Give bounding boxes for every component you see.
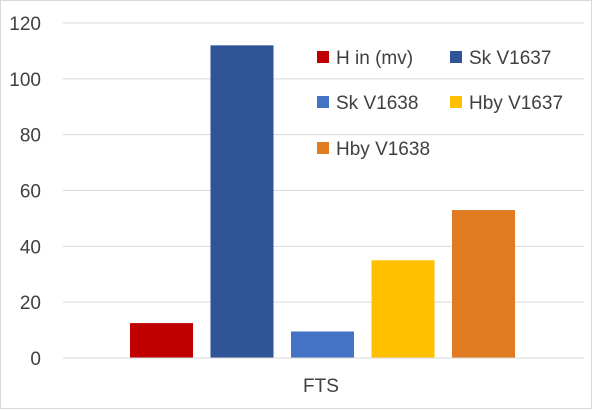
y-tick-label: 80 [20,126,41,147]
legend-item: Sk V1637 [450,48,551,69]
bar-sk-v1638 [291,331,354,358]
legend-swatch [317,51,329,63]
legend: H in (mv) Sk V1637 Sk V1638 Hby V1637 Hby V1… [317,48,563,160]
y-axis-tick-labels: 0 20 40 60 80 100 120 [9,14,41,370]
legend-label: Sk V1637 [469,48,551,69]
legend-swatch [317,96,329,108]
bar-h-in-mv [130,323,193,358]
legend-item: Hby V1637 [450,93,563,114]
y-tick-label: 120 [9,14,41,35]
y-tick-label: 40 [20,237,41,258]
legend-label: Hby V1637 [469,93,563,114]
x-category-label: FTS [303,376,339,397]
legend-label: Sk V1638 [336,93,418,114]
legend-label: H in (mv) [336,48,413,69]
legend-item: H in (mv) [317,48,413,69]
legend-swatch [450,51,462,63]
y-tick-label: 0 [30,349,41,370]
legend-swatch [317,142,329,154]
y-tick-label: 60 [20,182,41,203]
y-tick-label: 100 [9,70,41,91]
legend-item: Sk V1638 [317,93,418,114]
bar-hby-v1638 [452,210,515,358]
y-tick-label: 20 [20,293,41,314]
bars [130,45,515,358]
bar-hby-v1637 [371,260,435,358]
legend-item: Hby V1638 [317,139,430,160]
legend-swatch [450,96,462,108]
legend-label: Hby V1638 [336,139,430,160]
bar-sk-v1637 [210,45,274,358]
